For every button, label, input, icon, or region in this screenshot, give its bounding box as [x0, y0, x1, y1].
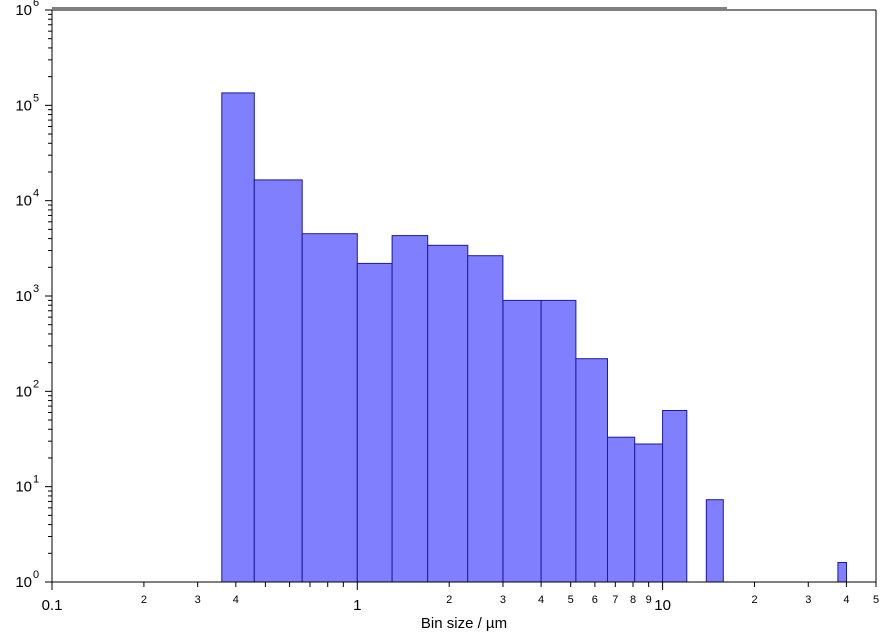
x-minor-tick-label: 3: [805, 594, 811, 606]
x-minor-tick-label: 2: [751, 594, 757, 606]
histogram-bar-14: [837, 562, 848, 583]
x-minor-tick-label: 8: [630, 594, 636, 606]
x-major-tick-label: 1: [353, 597, 361, 614]
histogram-bar-13: [705, 499, 724, 583]
histogram-bar-7: [502, 299, 542, 583]
y-major-tick-label: 10: [15, 97, 32, 114]
y-tick-exponent: 0: [33, 569, 39, 581]
bars-layer: [221, 92, 848, 583]
histogram-bar-8: [540, 299, 577, 583]
x-minor-tick-label: 6: [592, 594, 598, 606]
histogram-bar-3: [356, 262, 393, 583]
histogram-bar-5: [427, 244, 469, 583]
x-axis-label: Bin size / µm: [421, 615, 507, 632]
histogram-bar-9: [575, 358, 609, 583]
y-major-tick-label: 10: [15, 193, 32, 210]
y-tick-exponent: 3: [33, 283, 39, 295]
x-axis-ticks: 0.1 2 3 4 1 2 3 4 5 6 7 8 9 10 2 3 4 5: [42, 582, 879, 614]
x-minor-tick-label: 9: [646, 594, 652, 606]
histogram-bar-1: [253, 179, 303, 583]
y-major-tick-label: 10: [15, 288, 32, 305]
y-tick-exponent: 1: [33, 474, 39, 486]
x-minor-tick-label: 5: [873, 594, 879, 606]
histogram-bar-12: [662, 410, 688, 583]
x-minor-tick-label: 3: [500, 594, 506, 606]
y-tick-exponent: 5: [33, 92, 39, 104]
histogram-bar-2: [301, 233, 358, 583]
histogram-bar-4: [391, 235, 429, 583]
y-major-tick-label: 10: [15, 479, 32, 496]
y-tick-exponent: 2: [33, 378, 39, 390]
y-tick-exponent: 6: [33, 0, 39, 9]
histogram-bar-11: [634, 443, 664, 583]
x-minor-tick-label: 4: [843, 594, 849, 606]
histogram-bar-10: [607, 436, 636, 583]
y-tick-exponent: 4: [33, 188, 39, 200]
x-minor-tick-label: 4: [233, 594, 239, 606]
histogram-bar-0: [221, 92, 255, 583]
histogram-bar-6: [467, 255, 504, 583]
x-minor-tick-label: 3: [195, 594, 201, 606]
x-major-tick-label: 0.1: [42, 597, 63, 614]
x-minor-tick-label: 2: [446, 594, 452, 606]
x-minor-tick-label: 5: [568, 594, 574, 606]
y-major-tick-label: 10: [15, 383, 32, 400]
x-minor-tick-label: 2: [141, 594, 147, 606]
x-major-tick-label: 10: [654, 597, 671, 614]
y-major-tick-label: 10: [15, 2, 32, 19]
x-minor-tick-label: 7: [612, 594, 618, 606]
y-major-tick-label: 10: [15, 574, 32, 591]
x-minor-tick-label: 4: [538, 594, 544, 606]
